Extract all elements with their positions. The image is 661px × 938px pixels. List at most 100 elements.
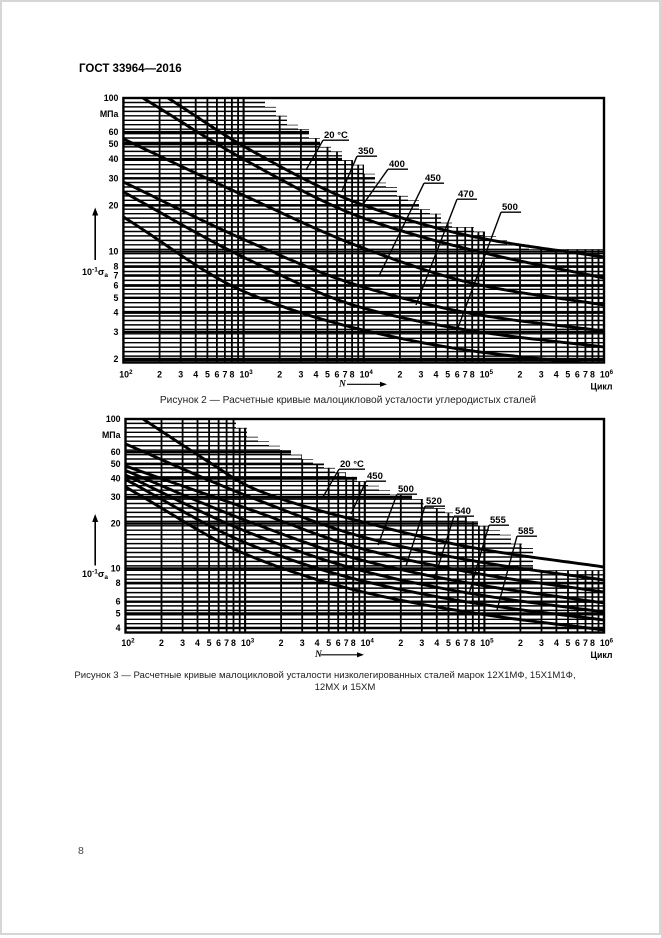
svg-text:540: 540 xyxy=(455,506,471,517)
svg-text:4: 4 xyxy=(434,370,439,380)
svg-text:4: 4 xyxy=(554,638,559,648)
svg-text:8: 8 xyxy=(590,638,595,648)
svg-text:4: 4 xyxy=(554,370,559,380)
svg-text:104: 104 xyxy=(361,638,375,649)
svg-text:20 °C: 20 °C xyxy=(324,130,348,141)
svg-text:470: 470 xyxy=(458,189,474,200)
svg-text:3: 3 xyxy=(539,370,544,380)
svg-text:6: 6 xyxy=(575,370,580,380)
svg-text:60: 60 xyxy=(109,127,119,137)
svg-text:2: 2 xyxy=(397,370,402,380)
svg-text:60: 60 xyxy=(111,447,121,457)
svg-text:450: 450 xyxy=(425,173,441,184)
svg-text:5: 5 xyxy=(207,638,212,648)
svg-text:6: 6 xyxy=(116,597,121,607)
svg-text:105: 105 xyxy=(480,638,494,649)
svg-text:8: 8 xyxy=(113,262,118,272)
svg-text:20 °C: 20 °C xyxy=(340,459,364,470)
svg-text:100: 100 xyxy=(106,414,121,424)
svg-text:4: 4 xyxy=(195,638,200,648)
svg-text:5: 5 xyxy=(113,293,118,303)
svg-text:7: 7 xyxy=(224,638,229,648)
svg-text:20: 20 xyxy=(109,200,119,210)
svg-text:МПа: МПа xyxy=(102,430,121,440)
svg-text:6: 6 xyxy=(216,638,221,648)
svg-text:3: 3 xyxy=(180,638,185,648)
svg-text:30: 30 xyxy=(111,492,121,502)
svg-text:10-1σa: 10-1σa xyxy=(82,267,108,280)
svg-text:5: 5 xyxy=(566,638,571,648)
svg-text:3: 3 xyxy=(419,370,424,380)
svg-text:6: 6 xyxy=(113,281,118,291)
svg-text:6: 6 xyxy=(575,638,580,648)
svg-text:8: 8 xyxy=(350,370,355,380)
svg-text:8: 8 xyxy=(470,370,475,380)
svg-text:10-1σa: 10-1σa xyxy=(82,569,108,582)
svg-text:8: 8 xyxy=(78,845,84,857)
svg-text:N: N xyxy=(314,650,323,660)
svg-text:8: 8 xyxy=(231,638,236,648)
svg-text:Цикл: Цикл xyxy=(591,650,613,660)
svg-text:5: 5 xyxy=(565,370,570,380)
svg-text:450: 450 xyxy=(367,471,383,482)
svg-text:2: 2 xyxy=(113,354,118,364)
svg-text:555: 555 xyxy=(490,515,507,526)
svg-text:105: 105 xyxy=(480,369,494,380)
svg-text:7: 7 xyxy=(344,638,349,648)
svg-text:4: 4 xyxy=(434,638,439,648)
svg-text:Цикл: Цикл xyxy=(591,382,613,392)
svg-text:585: 585 xyxy=(518,526,535,537)
svg-text:5: 5 xyxy=(445,370,450,380)
svg-text:5: 5 xyxy=(325,370,330,380)
svg-text:6: 6 xyxy=(336,638,341,648)
svg-text:8: 8 xyxy=(351,638,356,648)
svg-text:2: 2 xyxy=(277,370,282,380)
svg-text:30: 30 xyxy=(109,173,119,183)
svg-text:104: 104 xyxy=(360,369,374,380)
svg-text:N: N xyxy=(338,380,347,390)
svg-text:3: 3 xyxy=(298,370,303,380)
svg-text:ГОСТ 33964—2016: ГОСТ 33964—2016 xyxy=(79,63,182,75)
svg-text:103: 103 xyxy=(241,638,255,649)
svg-text:5: 5 xyxy=(326,638,331,648)
svg-text:8: 8 xyxy=(229,370,234,380)
svg-text:2: 2 xyxy=(157,370,162,380)
svg-text:4: 4 xyxy=(116,623,121,633)
svg-text:12МХ и 15ХМ: 12МХ и 15ХМ xyxy=(315,682,376,693)
svg-text:103: 103 xyxy=(239,369,253,380)
svg-text:3: 3 xyxy=(419,638,424,648)
svg-text:8: 8 xyxy=(116,578,121,588)
svg-text:50: 50 xyxy=(111,459,121,469)
svg-text:МПа: МПа xyxy=(100,109,119,119)
svg-text:40: 40 xyxy=(111,474,121,484)
svg-text:520: 520 xyxy=(426,496,442,507)
svg-text:7: 7 xyxy=(583,638,588,648)
svg-text:7: 7 xyxy=(463,638,468,648)
svg-text:102: 102 xyxy=(119,369,133,380)
svg-text:8: 8 xyxy=(470,638,475,648)
svg-text:7: 7 xyxy=(343,370,348,380)
svg-text:8: 8 xyxy=(590,370,595,380)
svg-text:4: 4 xyxy=(315,638,320,648)
svg-text:4: 4 xyxy=(193,370,198,380)
svg-text:6: 6 xyxy=(335,370,340,380)
svg-text:Рисунок 3 — Расчетные кривые м: Рисунок 3 — Расчетные кривые малоциклово… xyxy=(74,670,575,681)
svg-text:500: 500 xyxy=(398,484,414,495)
svg-text:2: 2 xyxy=(279,638,284,648)
svg-text:7: 7 xyxy=(463,370,468,380)
svg-text:50: 50 xyxy=(109,139,119,149)
svg-text:6: 6 xyxy=(455,370,460,380)
svg-text:7: 7 xyxy=(113,270,118,280)
svg-text:350: 350 xyxy=(358,146,374,157)
svg-text:3: 3 xyxy=(113,327,118,337)
svg-text:400: 400 xyxy=(389,159,405,170)
svg-text:10: 10 xyxy=(109,247,119,257)
svg-text:3: 3 xyxy=(178,370,183,380)
svg-text:3: 3 xyxy=(539,638,544,648)
svg-text:2: 2 xyxy=(518,638,523,648)
svg-text:5: 5 xyxy=(446,638,451,648)
svg-text:7: 7 xyxy=(583,370,588,380)
svg-text:102: 102 xyxy=(121,638,135,649)
svg-text:7: 7 xyxy=(222,370,227,380)
svg-text:3: 3 xyxy=(300,638,305,648)
